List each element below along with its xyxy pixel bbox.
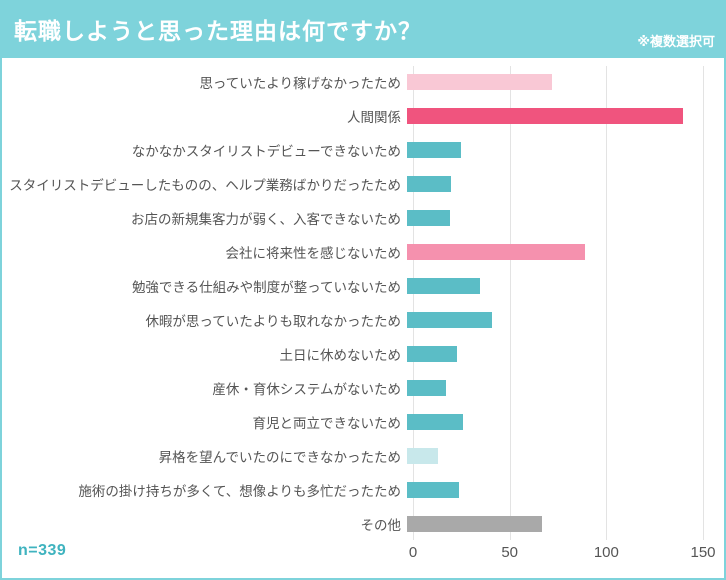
- bar-track: [407, 108, 697, 124]
- bar-label: その他: [360, 518, 402, 533]
- bar-track: [407, 448, 697, 464]
- x-tick-label: 0: [408, 544, 418, 561]
- bar-track: [407, 482, 697, 498]
- bar-track: [407, 210, 697, 226]
- bar-label: お店の新規集客力が弱く、入客できないため: [131, 212, 401, 227]
- bar: [407, 312, 493, 328]
- bar: [407, 346, 458, 362]
- bar-track: [407, 74, 697, 90]
- header: 転職しようと思った理由は何ですか？ ※複数選択可: [0, 0, 726, 58]
- chart-row: 土日に休めないため: [2, 337, 724, 371]
- chart-row: その他: [2, 507, 724, 541]
- chart-row: 産休・育休システムがないため: [2, 371, 724, 405]
- bar-label: 勉強できる仕組みや制度が整っていないため: [131, 280, 401, 295]
- bar-track: [407, 278, 697, 294]
- bar-track: [407, 346, 697, 362]
- chart-row: スタイリストデビューしたものの、ヘルプ業務ばかりだったため: [2, 167, 724, 201]
- bar-label: 休暇が思っていたよりも取れなかったため: [145, 314, 401, 329]
- chart-panel: 思っていたより稼げなかったため 人間関係 なかなかスタイリストデビューできないた…: [0, 58, 726, 580]
- bar: [407, 142, 462, 158]
- bar-track: [407, 516, 697, 532]
- bar: [407, 74, 552, 90]
- bar: [407, 210, 450, 226]
- bar: [407, 414, 464, 430]
- bar-label: 昇格を望んでいたのにできなかったため: [158, 450, 401, 465]
- chart-row: 昇格を望んでいたのにできなかったため: [2, 439, 724, 473]
- bar-label: 会社に将来性を感じないため: [225, 246, 402, 261]
- bar-label: 人間関係: [347, 110, 401, 125]
- x-tick-label: 100: [593, 544, 619, 561]
- bar: [407, 482, 460, 498]
- bar-label: 産休・育休システムがないため: [212, 382, 401, 397]
- chart-rows: 思っていたより稼げなかったため 人間関係 なかなかスタイリストデビューできないた…: [2, 65, 724, 541]
- chart-row: 休暇が思っていたよりも取れなかったため: [2, 303, 724, 337]
- bar: [407, 278, 481, 294]
- bar-label: スタイリストデビューしたものの、ヘルプ業務ばかりだったため: [9, 178, 401, 193]
- bar: [407, 108, 684, 124]
- x-tick-label: 50: [501, 544, 518, 561]
- chart-row: お店の新規集客力が弱く、入客できないため: [2, 201, 724, 235]
- bar-track: [407, 244, 697, 260]
- gridline: [509, 66, 511, 540]
- x-tick-label: 150: [690, 544, 716, 561]
- gridline: [703, 66, 704, 540]
- bar: [407, 380, 446, 396]
- chart-row: 会社に将来性を感じないため: [2, 235, 724, 269]
- bar: [407, 176, 452, 192]
- bar-label: なかなかスタイリストデビューできないため: [131, 144, 401, 159]
- x-axis: 0 50 100 150: [409, 544, 716, 566]
- chart-row: なかなかスタイリストデビューできないため: [2, 133, 724, 167]
- bar: [407, 448, 438, 464]
- bar-label: 育児と両立できないため: [252, 416, 402, 431]
- multiple-choice-note: ※複数選択可: [637, 34, 715, 49]
- chart-row: 思っていたより稼げなかったため: [2, 65, 724, 99]
- gridline: [413, 66, 414, 540]
- bar-label: 思っていたより稼げなかったため: [199, 76, 401, 91]
- chart-row: 人間関係: [2, 99, 724, 133]
- bar-label: 土日に休めないため: [279, 348, 402, 363]
- page-title: 転職しようと思った理由は何ですか？: [14, 18, 422, 44]
- chart-row: 育児と両立できないため: [2, 405, 724, 439]
- sample-size-label: n=339: [18, 542, 67, 559]
- bar-track: [407, 312, 697, 328]
- chart-row: 勉強できる仕組みや制度が整っていないため: [2, 269, 724, 303]
- bar-track: [407, 176, 697, 192]
- chart-row: 施術の掛け持ちが多くて、想像よりも多忙だったため: [2, 473, 724, 507]
- bar-track: [407, 414, 697, 430]
- bar-label: 施術の掛け持ちが多くて、想像よりも多忙だったため: [78, 484, 401, 499]
- gridline: [606, 66, 608, 540]
- bar-track: [407, 380, 697, 396]
- bar: [407, 516, 543, 532]
- gridlines: [413, 66, 704, 540]
- bar-track: [407, 142, 697, 158]
- bar: [407, 244, 585, 260]
